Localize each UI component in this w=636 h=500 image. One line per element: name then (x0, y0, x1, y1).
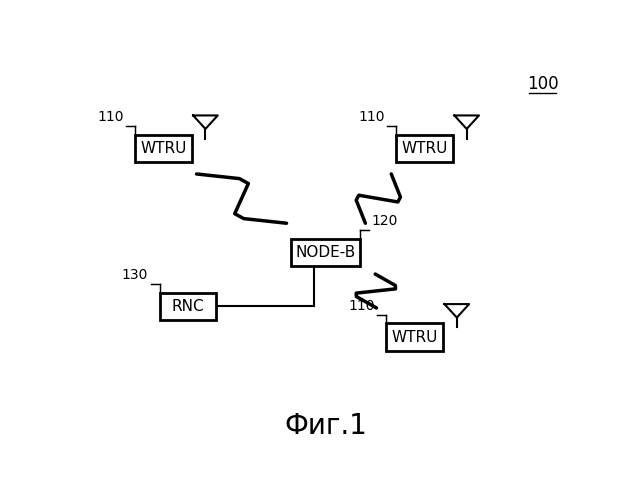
Text: 110: 110 (97, 110, 123, 124)
FancyBboxPatch shape (291, 238, 361, 266)
Text: WTRU: WTRU (401, 141, 448, 156)
Text: 110: 110 (358, 110, 385, 124)
Text: Фиг.1: Фиг.1 (284, 412, 368, 440)
Text: WTRU: WTRU (140, 141, 186, 156)
FancyBboxPatch shape (160, 292, 216, 320)
FancyBboxPatch shape (386, 324, 443, 351)
Text: 100: 100 (527, 76, 558, 94)
Text: RNC: RNC (172, 299, 204, 314)
Text: NODE-B: NODE-B (296, 245, 356, 260)
Text: 130: 130 (122, 268, 148, 282)
FancyBboxPatch shape (396, 134, 453, 162)
Text: 120: 120 (372, 214, 398, 228)
Text: 110: 110 (349, 299, 375, 313)
Text: WTRU: WTRU (392, 330, 438, 344)
FancyBboxPatch shape (135, 134, 191, 162)
